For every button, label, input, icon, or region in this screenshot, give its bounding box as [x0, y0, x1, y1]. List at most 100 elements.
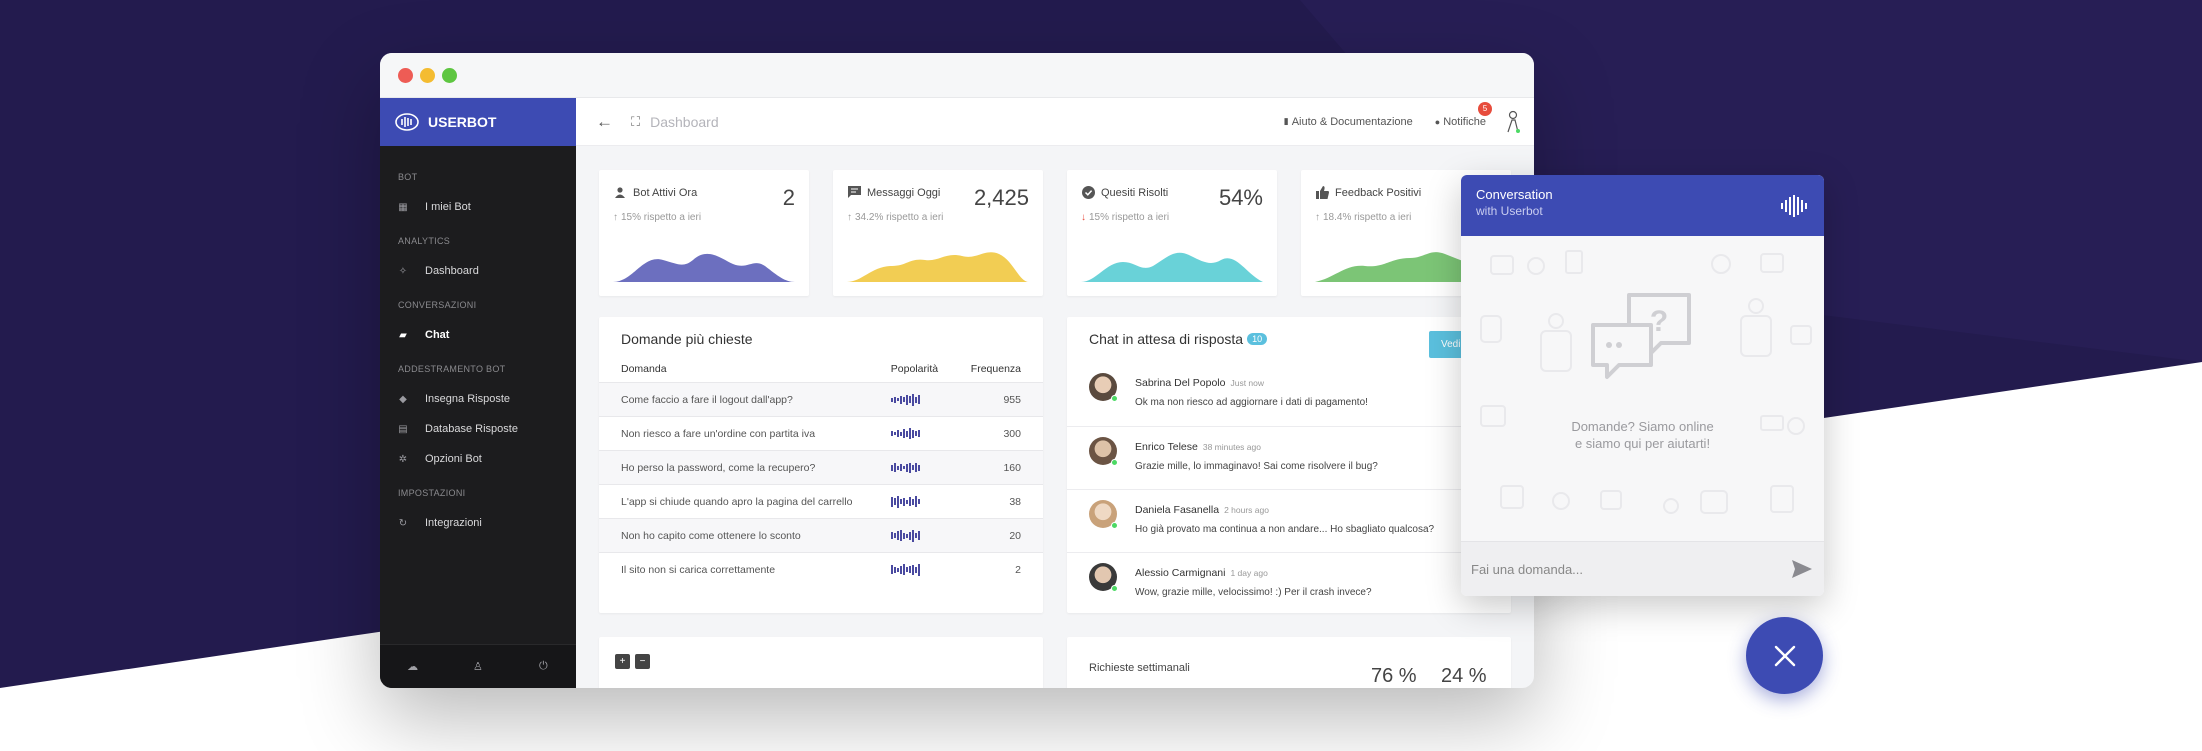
sidebar-item-label: Dashboard [425, 265, 479, 277]
stat-value: 54% [1218, 185, 1263, 210]
chat-time: Just now [1230, 378, 1265, 388]
table-row[interactable]: Come faccio a fare il logout dall'app? 95… [599, 382, 1043, 417]
table-row[interactable]: Il sito non si carica correttamente 2 [599, 552, 1043, 587]
stat-subtext: 18.4% rispetto a ieri [1323, 212, 1412, 223]
column-header: Frequenza [970, 363, 1021, 375]
card-title: Chat in attesa di risposta [1089, 331, 1244, 347]
topbar-actions: ▮ Aiuto & Documentazione ● Notifiche 5 [1284, 101, 1534, 134]
chat-list-item[interactable]: Sabrina Del Popolo Just now Ok ma non ries… [1067, 363, 1511, 426]
minimize-window-button[interactable] [420, 68, 435, 83]
notifications-button[interactable]: ● Notifiche 5 [1435, 101, 1492, 128]
table-row[interactable]: Non ho capito come ottenere lo sconto 20 [599, 518, 1043, 553]
sync-icon: ↻ [398, 517, 408, 529]
brand[interactable]: USERBOT [380, 98, 576, 146]
arrow-up-icon: ↑ [1315, 212, 1320, 223]
gear-icon: ✲ [398, 453, 408, 465]
column-header: Popolarità [890, 363, 939, 375]
chat-list-item[interactable]: Alessio Carmignani 1 day ago Wow, grazie m… [1067, 552, 1511, 613]
waiting-chats-card: Chat in attesa di risposta 10 Vedi tutte… [1067, 317, 1511, 613]
nav-section-bot: BOT [398, 172, 418, 182]
stat-card: Bot Attivi Ora 2 ↑ 15% rispetto a ieri [599, 170, 809, 296]
help-label: Aiuto & Documentazione [1291, 115, 1413, 128]
arrow-down-icon: ↓ [1081, 212, 1086, 223]
online-status-dot [1111, 459, 1118, 466]
widget-empty-line: e siamo qui per aiutarti! [1574, 436, 1711, 451]
sidebar-item-dashboard[interactable]: ✧ Dashboard [380, 256, 576, 286]
popularity-cell [890, 382, 971, 417]
stat-wave-chart [1081, 252, 1263, 282]
sidebar-item-opzioni-bot[interactable]: ✲ Opzioni Bot [380, 444, 576, 474]
sidebar-item-insegna-risposte[interactable]: ◆ Insegna Risposte [380, 384, 576, 414]
userbot-logo-icon [1781, 195, 1807, 217]
question-input[interactable] [1471, 561, 1790, 577]
user-icon[interactable]: ♙ [473, 661, 483, 673]
fullscreen-icon[interactable]: ⛶ [631, 113, 641, 129]
table-row[interactable]: Ho perso la password, come la recupero? 1… [599, 450, 1043, 485]
controls-card: + − [599, 637, 1043, 688]
close-chat-button[interactable] [1746, 617, 1823, 694]
sidebar-footer: ☁ ♙ ⏻ [380, 644, 576, 688]
weekly-requests-card: Richieste settimanali 76 % 24 % [1067, 637, 1511, 688]
sidebar-item-chat[interactable]: ▰ Chat [380, 320, 576, 350]
nav-section-addestramento: ADDESTRAMENTO BOT [398, 364, 506, 374]
check-circle-icon [1081, 185, 1095, 199]
frequency-cell: 20 [970, 518, 1043, 553]
chat-user-name: Enrico Telese [1135, 441, 1198, 453]
question-cell: Non ho capito come ottenere lo sconto [599, 518, 891, 553]
brand-name: USERBOT [428, 114, 497, 130]
minus-button[interactable]: − [635, 654, 650, 669]
user-avatar-icon[interactable] [1506, 110, 1520, 134]
widget-empty-line: Domande? Siamo online [1571, 419, 1714, 434]
stat-label: Messaggi Oggi [867, 187, 941, 199]
sidebar-item-integrazioni[interactable]: ↻ Integrazioni [380, 508, 576, 538]
table-row[interactable]: Non riesco a fare un'ordine con partita … [599, 416, 1043, 451]
stat-subtext: 15% rispetto a ieri [621, 212, 702, 223]
popularity-cell [890, 518, 971, 553]
question-cell: Come faccio a fare il logout dall'app? [599, 382, 891, 417]
table-row[interactable]: L'app si chiude quando apro la pagina de… [599, 484, 1043, 519]
chat-time: 38 minutes ago [1202, 442, 1261, 452]
avatar [1089, 500, 1118, 529]
send-icon[interactable] [1790, 557, 1814, 581]
close-icon [1774, 645, 1795, 666]
widget-title: Conversation [1476, 187, 1553, 202]
chat-list-item[interactable]: Daniela Fasanella 2 hours ago Ho già prova… [1067, 489, 1511, 552]
plus-button[interactable]: + [615, 654, 630, 669]
widget-subtitle: with Userbot [1476, 204, 1543, 218]
questions-table: Domanda Popolarità Frequenza Come faccio… [599, 363, 1043, 587]
stat-label: Bot Attivi Ora [633, 187, 698, 199]
chat-time: 1 day ago [1230, 568, 1268, 578]
frequency-cell: 160 [970, 450, 1043, 485]
dashboard-icon: ✧ [398, 265, 408, 277]
close-window-button[interactable] [398, 68, 413, 83]
stat-value: 2,425 [973, 185, 1029, 210]
sidebar-item-database-risposte[interactable]: ▤ Database Risposte [380, 414, 576, 444]
maximize-window-button[interactable] [442, 68, 457, 83]
chat-user-name: Sabrina Del Popolo [1135, 377, 1226, 389]
back-arrow-icon[interactable]: ← [596, 111, 613, 131]
frequency-cell: 2 [970, 552, 1043, 587]
cloud-icon[interactable]: ☁ [407, 661, 419, 673]
card-title: Domande più chieste [621, 331, 753, 347]
stat-card: Quesiti Risolti 54% ↓ 15% rispetto a ieri [1067, 170, 1277, 296]
top-questions-card: Domande più chieste Domanda Popolarità F… [599, 317, 1043, 613]
sidebar-item-i-miei-bot[interactable]: ▦ I miei Bot [380, 192, 576, 222]
weekly-percentage: 24 % [1441, 665, 1487, 687]
chat-message: Wow, grazie mille, velocissimo! :) Per i… [1135, 587, 1372, 598]
sidebar-item-label: I miei Bot [425, 201, 471, 213]
chat-list-item[interactable]: Enrico Telese 38 minutes ago Grazie mille,… [1067, 426, 1511, 489]
app-window: USERBOT BOT ▦ I miei Bot ANALYTICS ✧ Das… [380, 53, 1534, 688]
chat-icon: ▰ [399, 329, 407, 341]
sidebar-item-label: Database Risposte [425, 423, 518, 435]
power-icon[interactable]: ⏻ [538, 660, 548, 672]
weekly-percentage: 76 % [1371, 665, 1417, 687]
stat-subtext: 15% rispetto a ieri [1089, 212, 1170, 223]
sidebar-nav: BOT ▦ I miei Bot ANALYTICS ✧ Dashboard C… [380, 146, 576, 538]
chat-message: Grazie mille, lo immaginavo! Sai come ri… [1135, 461, 1378, 472]
weekly-requests-label: Richieste settimanali [1089, 662, 1190, 674]
chat-message: Ho già provato ma continua a non andare.… [1135, 524, 1435, 535]
nav-section-conversazioni: CONVERSAZIONI [398, 300, 477, 310]
sidebar-item-label: Chat [425, 329, 450, 341]
help-link[interactable]: ▮ Aiuto & Documentazione [1284, 116, 1413, 128]
userbot-logo-icon [395, 113, 419, 131]
